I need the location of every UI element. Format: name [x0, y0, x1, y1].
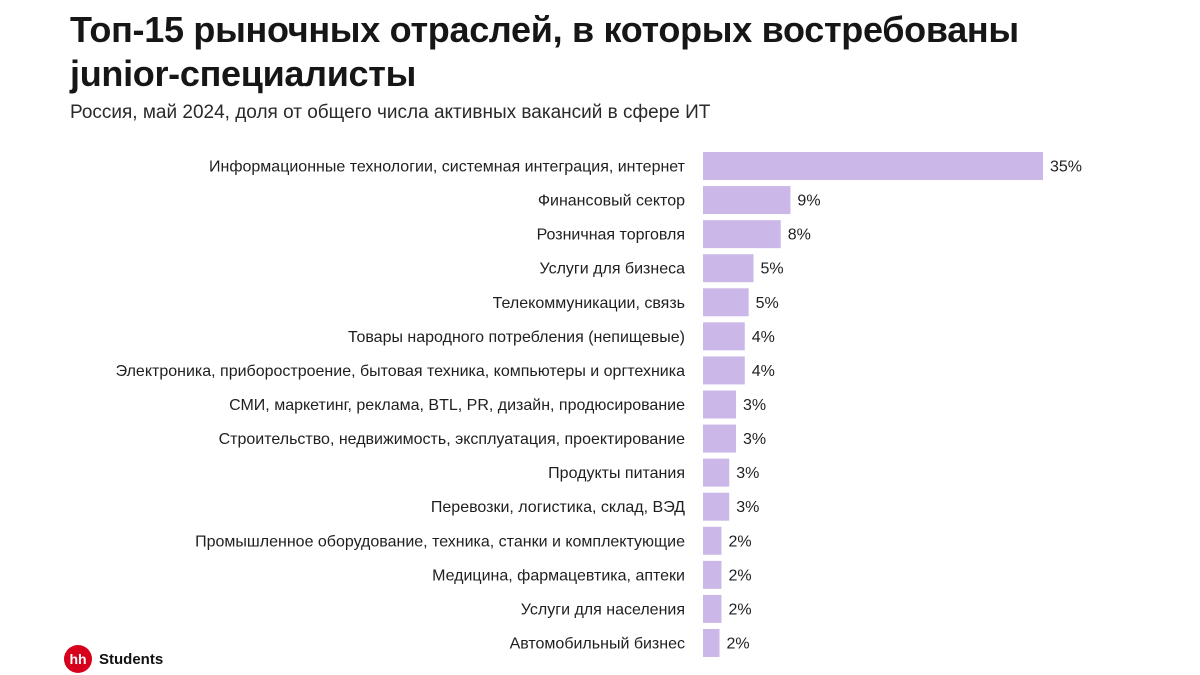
category-label: Продукты питания [548, 465, 685, 482]
category-label: Услуги для населения [521, 601, 685, 618]
category-label: Промышленное оборудование, техника, стан… [195, 533, 685, 550]
bar [703, 526, 722, 555]
data-label: 5% [761, 261, 784, 278]
bar [703, 254, 754, 283]
chart-title: Топ-15 рыночных отраслей, в которых вост… [70, 9, 1019, 94]
data-label: 3% [743, 397, 766, 414]
data-label: 3% [743, 431, 766, 448]
bar [703, 594, 722, 623]
category-label: Розничная торговля [537, 227, 685, 244]
category-label: Информационные технологии, системная инт… [209, 159, 686, 176]
data-label: 8% [788, 227, 811, 244]
bar [703, 356, 745, 385]
data-label: 2% [728, 533, 751, 550]
category-label: Финансовый сектор [538, 193, 685, 210]
category-label: СМИ, маркетинг, реклама, BTL, PR, дизайн… [229, 397, 685, 414]
category-label: Строительство, недвижимость, эксплуатаци… [219, 431, 686, 448]
bar [703, 560, 722, 589]
data-label: 2% [728, 601, 751, 618]
brand-name: Students [99, 650, 164, 668]
category-label: Электроника, приборостроение, бытовая те… [116, 363, 685, 380]
bar [703, 220, 781, 249]
data-label: 2% [727, 635, 750, 652]
bar [703, 628, 720, 657]
data-label: 4% [752, 363, 775, 380]
bar [703, 322, 745, 351]
category-label: Товары народного потребления (непищевые) [348, 329, 685, 346]
bar [703, 424, 737, 453]
data-label: 3% [736, 499, 759, 516]
bar [703, 152, 1043, 180]
category-label: Перевозки, логистика, склад, ВЭД [431, 499, 685, 516]
data-label: 9% [797, 193, 820, 210]
brand-logo: hh Students [64, 645, 163, 673]
bar [703, 492, 730, 521]
data-label: 5% [756, 295, 779, 312]
chart-subtitle: Россия, май 2024, доля от общего числа а… [70, 102, 711, 123]
bar [703, 186, 791, 215]
category-label: Услуги для бизнеса [540, 261, 686, 278]
bar [703, 458, 730, 487]
category-label: Медицина, фармацевтика, аптеки [432, 567, 685, 584]
bar [703, 390, 737, 419]
data-label: 4% [752, 329, 775, 346]
bar [703, 288, 749, 317]
data-label: 35% [1050, 159, 1082, 176]
data-label: 2% [728, 567, 751, 584]
data-label: 3% [736, 465, 759, 482]
category-label: Телекоммуникации, связь [493, 295, 685, 312]
category-label: Автомобильный бизнес [510, 635, 685, 652]
hh-logo-icon: hh [64, 645, 92, 673]
